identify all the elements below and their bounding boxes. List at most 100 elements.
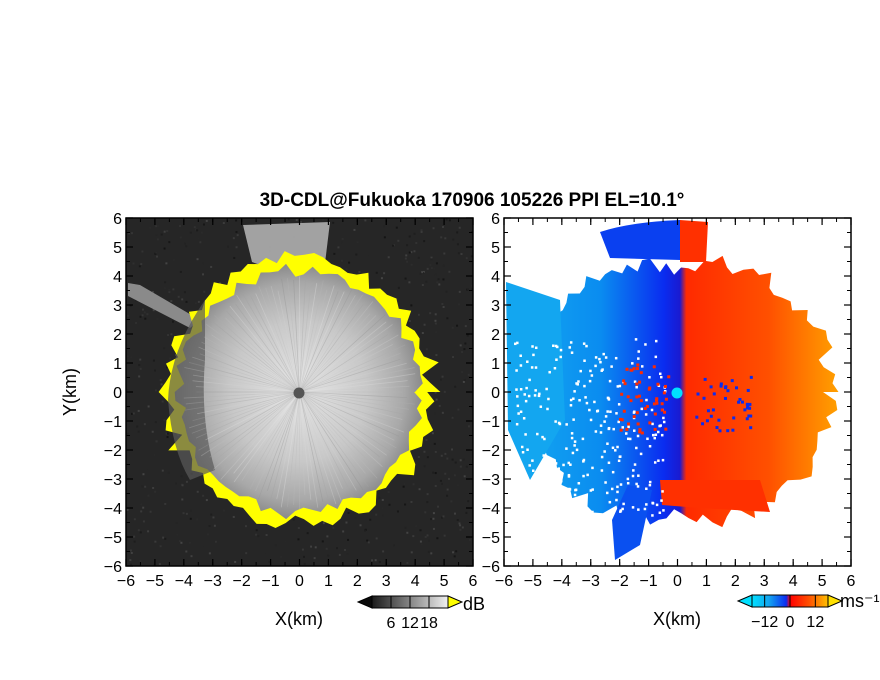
red-speckle xyxy=(652,365,656,369)
noise-pixel xyxy=(366,253,369,256)
white-speckle xyxy=(606,442,609,445)
noise-pixel xyxy=(467,500,470,503)
radial-ray xyxy=(299,380,408,393)
noise-pixel xyxy=(467,425,470,428)
white-speckle xyxy=(579,517,583,521)
noise-pixel xyxy=(147,405,150,408)
noise-pixel xyxy=(337,246,340,249)
noise-pixel xyxy=(465,257,468,260)
red-speckle xyxy=(655,397,659,401)
noise-pixel xyxy=(155,440,158,443)
noise-pixel xyxy=(342,530,345,533)
white-speckle xyxy=(525,386,528,390)
white-speckle xyxy=(634,338,638,341)
radial-ray xyxy=(255,391,300,492)
noise-pixel xyxy=(425,439,428,442)
white-speckle xyxy=(529,512,533,515)
noise-pixel xyxy=(152,486,155,489)
radial-ray xyxy=(299,358,401,393)
radial-ray xyxy=(299,391,354,497)
noise-pixel xyxy=(147,530,150,533)
radial-ray xyxy=(192,374,300,393)
noise-pixel xyxy=(126,389,129,392)
blue-speckle xyxy=(705,419,709,423)
noise-pixel xyxy=(149,226,152,229)
red-speckle xyxy=(632,415,636,419)
radial-ray xyxy=(299,391,324,502)
white-speckle xyxy=(662,420,666,424)
noise-pixel xyxy=(445,218,448,221)
white-speckle xyxy=(582,474,585,478)
blue-speckle xyxy=(747,414,751,418)
red-speckle xyxy=(660,402,664,406)
white-speckle xyxy=(514,342,517,346)
y-tick-label: −2 xyxy=(104,443,122,460)
white-speckle xyxy=(567,461,570,465)
white-speckle xyxy=(585,344,588,348)
noise-pixel xyxy=(196,229,199,232)
red-speckle xyxy=(623,382,627,386)
noise-pixel xyxy=(199,241,202,244)
noise-pixel xyxy=(131,412,134,415)
noise-pixel xyxy=(434,450,437,453)
noise-pixel xyxy=(154,252,157,255)
radial-ray xyxy=(299,285,335,393)
west-tail xyxy=(506,282,565,480)
noise-pixel xyxy=(178,540,181,543)
white-speckle xyxy=(588,379,592,383)
noise-pixel xyxy=(143,423,146,426)
noise-pixel xyxy=(166,229,169,232)
white-speckle xyxy=(606,396,610,400)
noise-pixel xyxy=(313,557,316,560)
noise-pixel xyxy=(359,524,362,527)
noise-pixel xyxy=(197,300,200,303)
noise-pixel xyxy=(156,238,159,241)
white-speckle xyxy=(599,431,603,434)
blue-speckle xyxy=(735,386,739,390)
noise-pixel xyxy=(452,356,455,359)
noise-pixel xyxy=(406,501,409,504)
radial-ray xyxy=(299,291,339,393)
reflectivity-colorbar-unit: dB xyxy=(463,594,485,614)
noise-pixel xyxy=(345,521,348,524)
radial-ray xyxy=(299,286,311,393)
white-speckle xyxy=(603,450,606,453)
white-speckle xyxy=(626,481,630,485)
white-speckle xyxy=(631,474,635,478)
noise-pixel xyxy=(440,482,443,485)
noise-pixel xyxy=(355,253,358,256)
blue-speckle xyxy=(701,422,705,426)
white-speckle xyxy=(635,446,638,450)
red-speckle xyxy=(648,421,652,425)
white-speckle xyxy=(657,430,660,434)
noise-pixel xyxy=(463,378,466,381)
noise-pixel xyxy=(200,231,203,234)
noise-pixel xyxy=(404,526,407,529)
noise-pixel xyxy=(458,226,461,229)
white-speckle xyxy=(632,469,635,472)
white-speckle xyxy=(542,454,545,457)
noise-pixel xyxy=(410,551,413,554)
white-speckle xyxy=(526,360,529,363)
red-speckle xyxy=(653,427,657,431)
noise-pixel xyxy=(154,389,157,392)
y-tick-label: −5 xyxy=(482,530,500,547)
radial-ray xyxy=(192,380,300,393)
radial-ray xyxy=(299,391,312,500)
blue-speckle xyxy=(749,414,753,418)
noise-pixel xyxy=(181,484,184,487)
blue-speckle xyxy=(712,392,716,396)
radial-ray xyxy=(192,391,300,422)
blue-speckle xyxy=(696,392,700,396)
noise-pixel xyxy=(138,265,141,268)
noise-pixel xyxy=(332,526,335,529)
noise-pixel xyxy=(205,219,208,222)
noise-pixel xyxy=(406,244,409,247)
noise-pixel xyxy=(189,517,192,520)
radial-ray xyxy=(277,290,300,393)
white-speckle xyxy=(541,460,545,464)
radial-ray xyxy=(299,303,364,393)
radial-ray xyxy=(192,356,300,393)
noise-pixel xyxy=(155,251,158,254)
noise-pixel xyxy=(387,491,390,494)
